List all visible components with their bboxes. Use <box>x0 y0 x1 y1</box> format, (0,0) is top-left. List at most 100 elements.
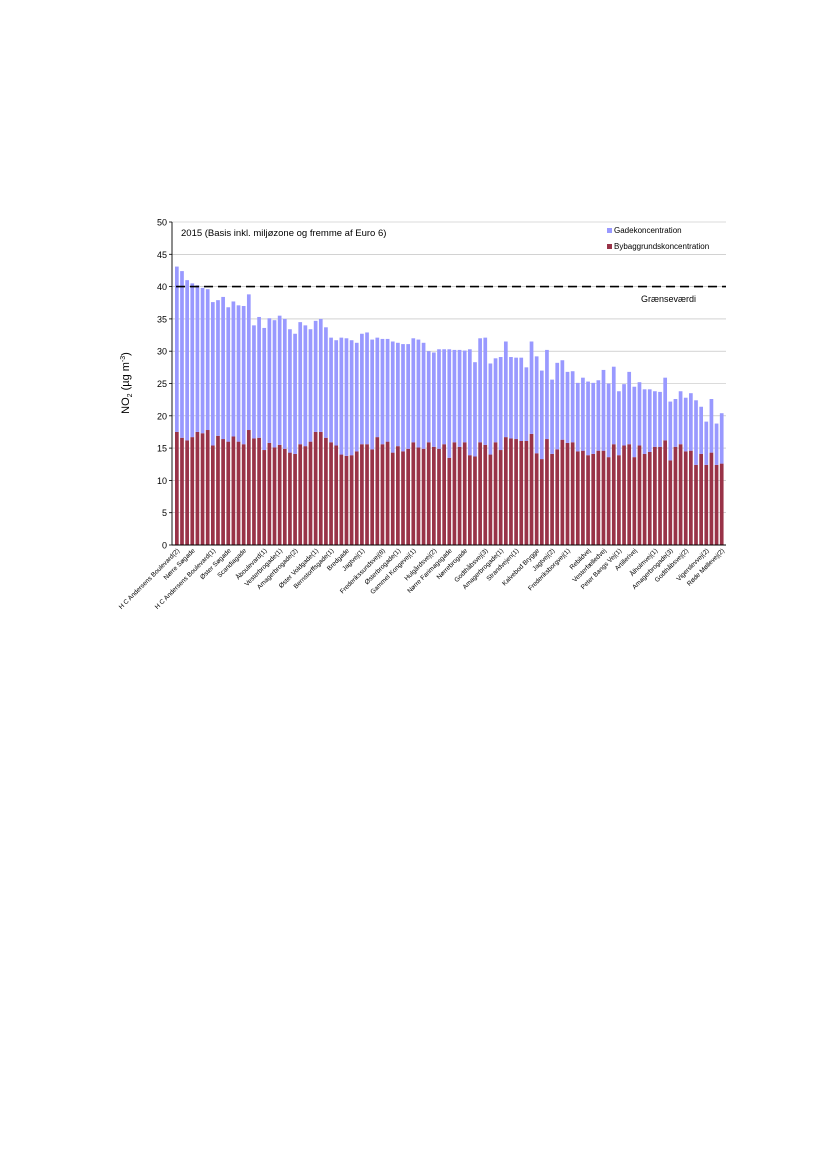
bar-bybaggrund <box>493 442 498 545</box>
bar-bybaggrund <box>303 446 308 545</box>
bar-bybaggrund <box>432 446 436 545</box>
bar-bybaggrund <box>339 454 344 545</box>
bar-bybaggrund <box>694 464 698 545</box>
bar-gade <box>262 327 267 451</box>
bar-bybaggrund <box>406 448 411 545</box>
bar-gade <box>282 318 287 449</box>
bar-gade <box>509 357 513 439</box>
bar-gade <box>519 357 524 441</box>
bar-gade <box>704 421 709 465</box>
legend-label-bybaggrund: Bybaggrundskoncentration <box>614 242 709 251</box>
bar-bybaggrund <box>596 450 601 545</box>
bar-gade <box>586 381 590 456</box>
bar-bybaggrund <box>380 444 385 545</box>
bar-bybaggrund <box>586 455 590 545</box>
bar-bybaggrund <box>704 464 709 545</box>
bar-gade <box>457 349 462 447</box>
bar-bybaggrund <box>570 442 575 545</box>
bar-gade <box>447 349 452 458</box>
bar-bybaggrund <box>709 452 714 545</box>
bar-bybaggrund <box>195 431 200 545</box>
bar-gade <box>498 357 503 451</box>
chart-title: 2015 (Basis inkl. miljøzone og fremme af… <box>181 228 386 239</box>
bar-bybaggrund <box>396 446 400 545</box>
bar-bybaggrund <box>200 433 205 545</box>
y-axis-label: NO2 (µg m-3) <box>120 352 134 414</box>
bar-bybaggrund <box>221 439 225 545</box>
bar-gade <box>503 341 508 438</box>
y-tick-label: 45 <box>157 250 167 260</box>
bar-gade <box>401 344 405 452</box>
y-tick-label: 25 <box>157 379 167 389</box>
bar-gade <box>231 301 236 437</box>
bar-bybaggrund <box>560 439 565 545</box>
y-tick-label: 50 <box>157 218 167 228</box>
bar-bybaggrund <box>611 444 616 545</box>
bar-gade <box>437 349 441 449</box>
bar-gade <box>478 338 482 443</box>
bar-gade <box>550 379 554 454</box>
bar-bybaggrund <box>236 441 241 545</box>
bar-gade <box>493 358 498 443</box>
bar-bybaggrund <box>313 431 318 545</box>
bar-bybaggrund <box>324 437 328 545</box>
bar-gade <box>483 337 488 445</box>
bar-gade <box>719 413 724 464</box>
bar-gade <box>344 338 349 456</box>
bar-bybaggrund <box>683 451 688 545</box>
bar-gade <box>642 389 647 454</box>
bar-bybaggrund <box>488 454 493 545</box>
bar-bybaggrund <box>231 436 236 545</box>
bar-gade <box>185 280 189 441</box>
bar-gade <box>714 423 719 465</box>
bar-gade <box>360 333 364 445</box>
bar-gade <box>210 302 215 446</box>
bar-bybaggrund <box>591 453 596 545</box>
bar-gade <box>575 382 580 452</box>
bar-bybaggrund <box>699 453 703 545</box>
bar-bybaggrund <box>282 448 287 545</box>
bar-bybaggrund <box>503 437 508 545</box>
bars-layer <box>175 266 724 545</box>
bar-bybaggrund <box>663 440 668 545</box>
bar-gade <box>195 285 200 432</box>
bar-bybaggrund <box>658 446 662 545</box>
bar-gade <box>277 315 282 445</box>
bar-bybaggrund <box>411 442 416 545</box>
bar-bybaggrund <box>524 440 529 545</box>
bar-gade <box>313 320 318 432</box>
bar-gade <box>462 350 467 443</box>
bar-gade <box>545 349 549 440</box>
bar-gade <box>298 322 303 445</box>
legend-swatch-bybaggrund <box>607 244 612 249</box>
bar-bybaggrund <box>622 445 626 545</box>
y-tick-label: 35 <box>157 314 167 324</box>
bar-bybaggrund <box>401 451 405 545</box>
bar-bybaggrund <box>416 447 421 545</box>
bar-gade <box>539 370 544 460</box>
bar-gade <box>226 307 231 442</box>
bar-bybaggrund <box>714 464 719 545</box>
bar-gade <box>570 371 575 443</box>
bar-bybaggrund <box>606 457 611 545</box>
bar-gade <box>375 337 380 438</box>
bar-bybaggrund <box>334 445 339 545</box>
bar-gade <box>257 316 261 438</box>
bar-gade <box>663 377 668 441</box>
bar-gade <box>303 325 308 447</box>
bar-bybaggrund <box>241 444 246 545</box>
bar-bybaggrund <box>226 441 231 545</box>
bar-bybaggrund <box>545 439 549 545</box>
bar-gade <box>601 369 606 451</box>
bar-gade <box>689 393 693 451</box>
bar-bybaggrund <box>175 431 179 545</box>
bar-gade <box>452 349 457 443</box>
bar-bybaggrund <box>637 445 642 545</box>
bar-gade <box>349 340 354 456</box>
bar-gade <box>370 339 375 450</box>
bar-gade <box>267 318 272 443</box>
bar-bybaggrund <box>678 444 683 545</box>
bar-bybaggrund <box>205 430 210 545</box>
bar-bybaggrund <box>555 449 560 545</box>
